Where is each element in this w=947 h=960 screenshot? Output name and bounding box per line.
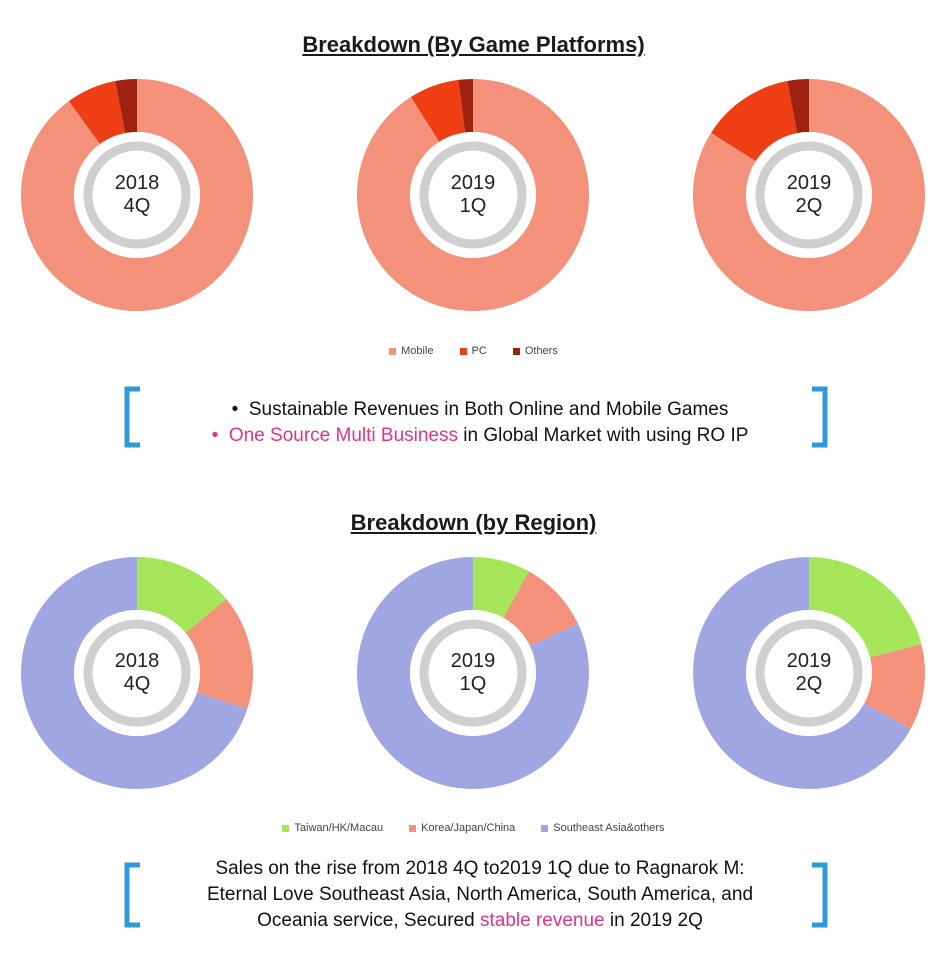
donut-svg bbox=[20, 557, 253, 789]
donut-chart-region-2019-1q: 2019 1Q bbox=[353, 553, 593, 793]
legend-label: Korea/Japan/China bbox=[421, 822, 516, 834]
callout-text: Eternal Love Southeast Asia, North Ameri… bbox=[206, 884, 754, 905]
donut-svg bbox=[357, 557, 589, 789]
donut-inner-ring bbox=[419, 619, 527, 727]
donut-slice-pc bbox=[410, 79, 466, 142]
donut-slice-pc bbox=[711, 81, 798, 162]
donut-inner-ring bbox=[83, 619, 191, 727]
donut-hole bbox=[74, 610, 200, 736]
legend-item-southeast-asia-others: Southeast Asia&others bbox=[541, 822, 665, 834]
platforms-callout: • Sustainable Revenues in Both Online an… bbox=[140, 397, 820, 449]
donut-slice-mobile bbox=[20, 79, 254, 311]
legend-label: PC bbox=[471, 345, 487, 357]
callout-text: Sustainable Revenues in Both Online and … bbox=[248, 399, 729, 420]
callout-line-2: Eternal Love Southeast Asia, North Ameri… bbox=[140, 882, 820, 908]
donut-slice-mobile bbox=[357, 79, 589, 311]
donut-inner-ring bbox=[755, 619, 863, 727]
callout-highlight: One Source Multi Business bbox=[228, 425, 458, 446]
legend-item-mobile: Mobile bbox=[389, 345, 434, 357]
donut-hole bbox=[410, 610, 536, 736]
legend-item-korea-japan-china: Korea/Japan/China bbox=[409, 822, 515, 834]
donut-inner-ring bbox=[83, 141, 191, 249]
legend-label: Southeast Asia&others bbox=[553, 822, 665, 834]
platforms-legend: Mobile PC Others bbox=[0, 345, 947, 357]
donut-slice-others bbox=[115, 79, 137, 134]
legend-swatch bbox=[389, 347, 397, 355]
legend-item-taiwan-hk-macau: Taiwan/HK/Macau bbox=[282, 822, 383, 834]
legend-swatch bbox=[409, 824, 417, 832]
donut-slice-taiwan-hk-macau bbox=[809, 557, 922, 658]
bullet: • bbox=[231, 399, 239, 420]
donut-svg bbox=[20, 79, 254, 311]
callout-line-3: Oceania service, Secured stable revenue … bbox=[140, 908, 820, 934]
legend-item-others: Others bbox=[512, 345, 558, 357]
callout-line-1: Sales on the rise from 2018 4Q to2019 1Q… bbox=[140, 856, 820, 882]
donut-slice-mobile bbox=[693, 79, 925, 311]
donut-chart-platform-2019-2q: 2019 2Q bbox=[689, 75, 929, 315]
donut-hole bbox=[410, 132, 536, 258]
donut-slice-korea-japan-china bbox=[185, 599, 253, 709]
callout-text: Oceania service, Secured bbox=[257, 910, 480, 931]
donut-slice-pc bbox=[68, 81, 126, 145]
donut-chart-platform-2018-4q: 2018 4Q bbox=[17, 75, 257, 315]
donut-slice-southeast-asia-others bbox=[357, 557, 589, 789]
bullet: • bbox=[211, 425, 219, 446]
platforms-section-title: Breakdown (By Game Platforms) bbox=[302, 32, 645, 57]
right-bracket-icon bbox=[812, 386, 828, 448]
legend-label: Mobile bbox=[401, 345, 434, 357]
donut-svg bbox=[357, 79, 589, 311]
right-bracket-icon bbox=[812, 862, 828, 928]
callout-text: Sales on the rise from 2018 4Q to2019 1Q… bbox=[215, 858, 745, 879]
callout-line-1: • Sustainable Revenues in Both Online an… bbox=[140, 397, 820, 423]
donut-hole bbox=[746, 610, 872, 736]
donut-slice-southeast-asia-others bbox=[20, 557, 248, 789]
callout-text: in Global Market with using RO IP bbox=[458, 425, 749, 446]
donut-svg bbox=[693, 79, 925, 311]
donut-hole bbox=[74, 132, 200, 258]
legend-swatch bbox=[512, 347, 520, 355]
donut-slice-korea-japan-china bbox=[864, 644, 925, 729]
donut-slice-taiwan-hk-macau bbox=[137, 557, 227, 633]
legend-label: Taiwan/HK/Macau bbox=[294, 822, 384, 834]
region-section-title: Breakdown (by Region) bbox=[350, 510, 597, 535]
legend-item-pc: PC bbox=[459, 345, 487, 357]
donut-chart-region-2018-4q: 2018 4Q bbox=[17, 553, 257, 793]
left-bracket-icon bbox=[124, 862, 140, 928]
region-legend: Taiwan/HK/Macau Korea/Japan/China Southe… bbox=[0, 822, 947, 834]
donut-svg bbox=[693, 557, 925, 789]
donut-hole bbox=[746, 132, 872, 258]
donut-inner-ring bbox=[419, 141, 527, 249]
donut-slice-others bbox=[787, 79, 809, 134]
legend-swatch bbox=[459, 347, 467, 355]
left-bracket-icon bbox=[124, 386, 140, 448]
donut-chart-region-2019-2q: 2019 2Q bbox=[689, 553, 929, 793]
donut-slice-others bbox=[458, 79, 473, 133]
donut-slice-korea-japan-china bbox=[503, 571, 578, 647]
donut-chart-platform-2019-1q: 2019 1Q bbox=[353, 75, 593, 315]
region-callout: Sales on the rise from 2018 4Q to2019 1Q… bbox=[140, 856, 820, 934]
legend-label: Others bbox=[524, 345, 558, 357]
callout-line-2: • One Source Multi Business in Global Ma… bbox=[140, 423, 820, 449]
callout-text: in 2019 2Q bbox=[604, 910, 703, 931]
donut-inner-ring bbox=[755, 141, 863, 249]
legend-swatch bbox=[541, 824, 549, 832]
donut-slice-southeast-asia-others bbox=[693, 557, 911, 789]
callout-highlight: stable revenue bbox=[479, 910, 605, 931]
donut-slice-taiwan-hk-macau bbox=[473, 557, 529, 618]
legend-swatch bbox=[282, 824, 290, 832]
